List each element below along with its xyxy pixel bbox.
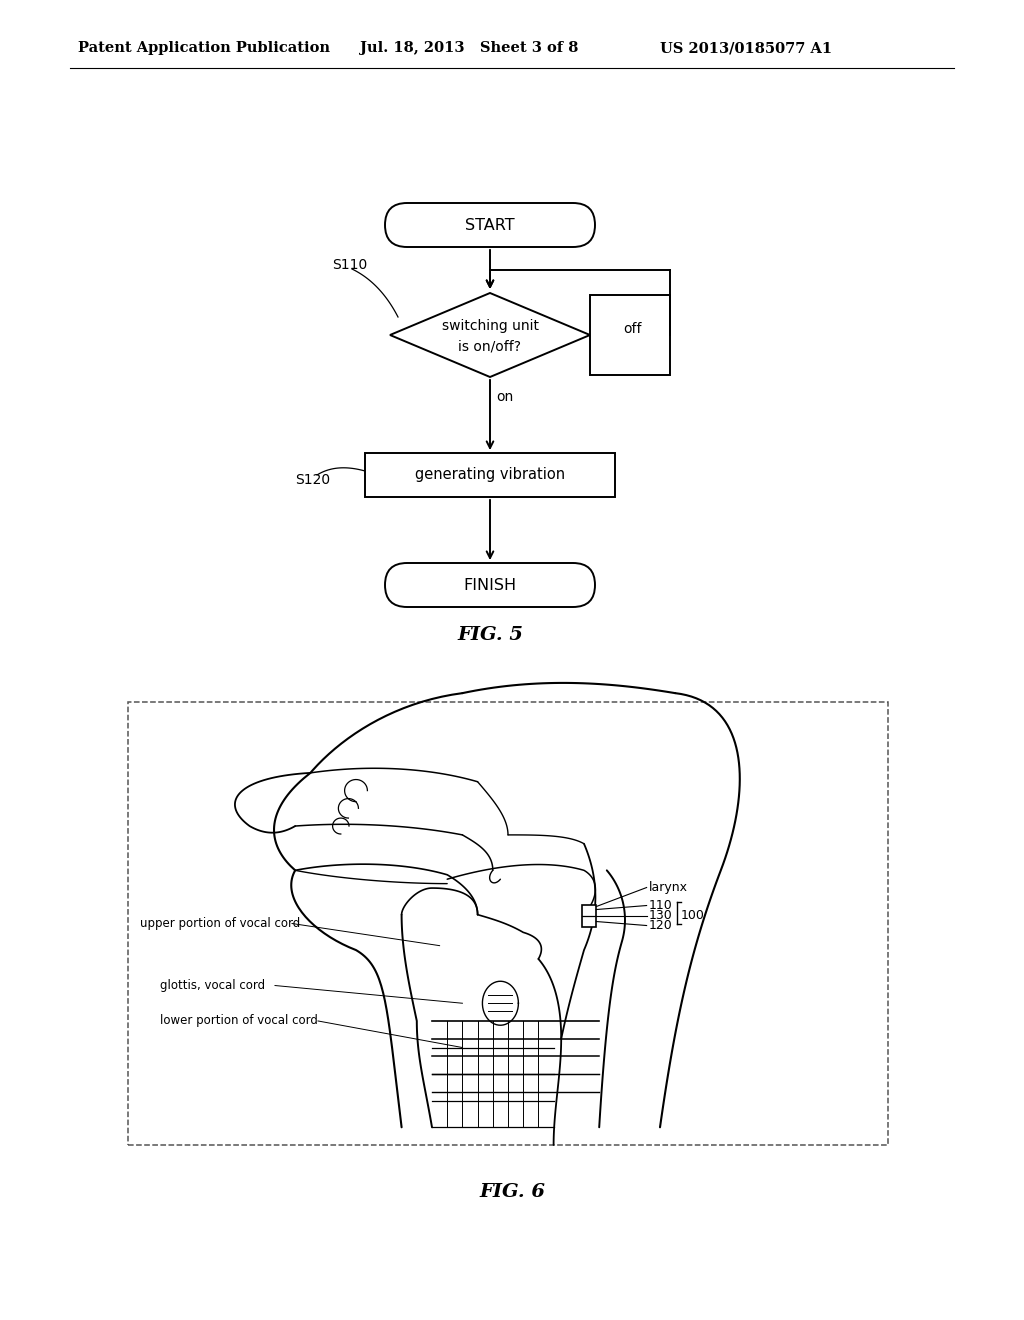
Bar: [583, 904, 596, 927]
Text: larynx: larynx: [648, 880, 687, 894]
Bar: [590, 294, 670, 375]
Text: switching unit: switching unit: [441, 319, 539, 333]
Text: glottis, vocal cord: glottis, vocal cord: [160, 979, 265, 993]
Polygon shape: [390, 293, 590, 378]
Bar: [365, 453, 615, 498]
Text: 120: 120: [648, 919, 673, 932]
Text: FIG. 6: FIG. 6: [479, 1183, 545, 1201]
FancyBboxPatch shape: [385, 203, 595, 247]
Text: FIG. 5: FIG. 5: [457, 626, 523, 644]
Text: 100: 100: [681, 909, 705, 923]
Text: off: off: [623, 322, 641, 337]
Text: S120: S120: [295, 473, 330, 487]
Text: US 2013/0185077 A1: US 2013/0185077 A1: [660, 41, 833, 55]
Text: Patent Application Publication: Patent Application Publication: [78, 41, 330, 55]
Text: lower portion of vocal cord: lower portion of vocal cord: [160, 1015, 317, 1027]
Text: on: on: [496, 389, 513, 404]
Text: 130: 130: [648, 909, 673, 923]
Text: FINISH: FINISH: [464, 578, 516, 593]
Text: 110: 110: [648, 899, 673, 912]
Text: START: START: [465, 218, 515, 232]
Text: upper portion of vocal cord: upper portion of vocal cord: [140, 917, 300, 931]
Text: S110: S110: [332, 257, 368, 272]
Text: Jul. 18, 2013   Sheet 3 of 8: Jul. 18, 2013 Sheet 3 of 8: [360, 41, 579, 55]
Bar: [128, 702, 888, 1144]
Text: generating vibration: generating vibration: [415, 467, 565, 483]
FancyBboxPatch shape: [385, 564, 595, 607]
Text: is on/off?: is on/off?: [459, 339, 521, 352]
